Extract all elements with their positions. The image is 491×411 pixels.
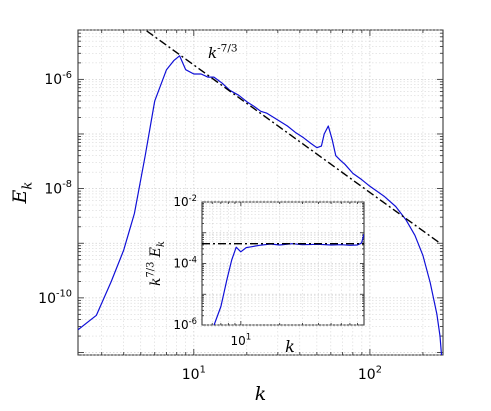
spectrum-line-series: [213, 234, 364, 325]
y-tick-label: 10-4: [173, 254, 197, 270]
y-tick-label: 10-8: [44, 179, 72, 197]
inset-y-axis-label: k7/3 Ek: [146, 241, 168, 286]
x-tick-label: 101: [231, 332, 252, 348]
inset-series: [202, 234, 364, 325]
inset-axes: 101 10-2 10-4 10-6 k k7/3 Ek: [146, 193, 365, 356]
slope-annotation: k-7/3: [208, 42, 238, 62]
inset-grid: [202, 201, 364, 326]
main-tick-labels: 101 102 10-6 10-8 10-10: [38, 70, 382, 383]
y-tick-label: 10-2: [173, 193, 197, 209]
x-axis-label: k: [255, 383, 267, 405]
y-tick-label: 10-6: [173, 316, 197, 332]
x-tick-label: 101: [182, 365, 206, 383]
reference-line-series: [146, 30, 441, 244]
main-axes: 101 102 10-6 10-8 10-10 k-7/3 k Ek: [9, 29, 444, 405]
inset-tick-labels: 101 10-2 10-4 10-6: [173, 193, 251, 348]
y-axis-label: Ek: [9, 182, 36, 205]
main-series: [78, 30, 443, 355]
inset-x-axis-label: k: [285, 337, 295, 356]
y-tick-label: 10-10: [38, 288, 72, 306]
main-ticks: [78, 29, 443, 356]
x-tick-label: 102: [358, 365, 382, 383]
inset-ticks: [202, 201, 364, 326]
spectrum-line-series: [78, 55, 443, 355]
y-tick-label: 10-6: [44, 70, 72, 88]
